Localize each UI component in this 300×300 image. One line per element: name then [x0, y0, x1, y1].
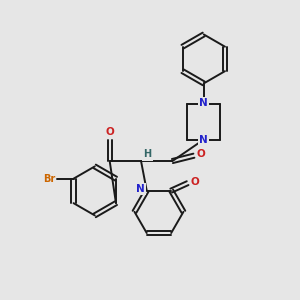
Text: N: N: [200, 135, 208, 146]
Text: N: N: [136, 184, 145, 194]
Text: N: N: [200, 98, 208, 108]
Text: O: O: [197, 149, 206, 159]
Text: Br: Br: [43, 174, 55, 184]
Text: O: O: [105, 127, 114, 137]
Text: O: O: [191, 177, 200, 187]
Text: H: H: [143, 149, 152, 160]
